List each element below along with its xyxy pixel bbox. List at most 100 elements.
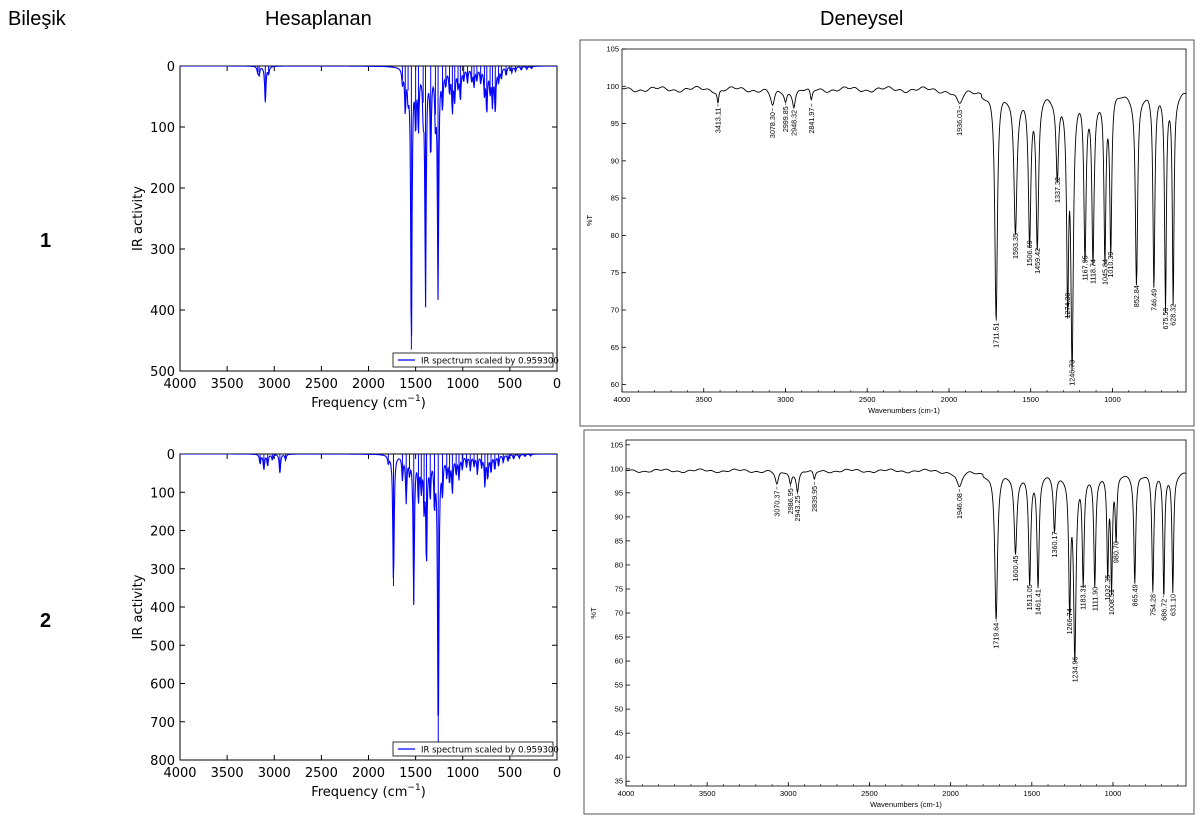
x-tick-label: 3000 [777,395,794,404]
y-tick-label: 100 [150,486,175,501]
y-tick-label: 400 [150,601,175,616]
x-tick-label: 2500 [861,789,878,798]
x-tick-label: 2500 [305,377,338,392]
x-tick-label: 2500 [859,395,876,404]
x-tick-label: 3000 [258,377,291,392]
legend: IR spectrum scaled by 0.959300 [392,352,559,368]
spectrum-line [621,85,1187,371]
legend-label: IR spectrum scaled by 0.959300 [421,357,559,367]
chart-exp1: 4000 3500 3000 2500 2000 1500 1000 60 65 70 75 80 85… [579,39,1195,427]
x-tick-label: 4000 [618,789,635,798]
peak-label: 746.49 [1149,289,1158,311]
peak-label: 2943.25 [793,495,802,521]
peak-label: 3413.11 [713,108,722,133]
peak-label: 631.10 [1168,594,1177,616]
plot-frame [179,65,558,372]
peak-label: 1459.42 [1033,248,1042,274]
peak-label: 1600.45 [1011,556,1020,582]
peak-label: 1360.17 [1050,532,1059,558]
y-tick-label: 40 [615,753,623,762]
peak-label: 980.70 [1112,541,1121,563]
y-tick-label: 105 [606,45,619,54]
peak-label: 1118.74 [1089,259,1098,284]
chart-calc2: 4000 3500 3000 2500 2000 1500 1000 500 0 0 100 200 3… [131,448,561,800]
y-tick-label: 70 [615,609,623,618]
x-tick-label: 2000 [352,766,385,781]
peak-label: 2986.95 [786,488,795,514]
x-tick-label: 500 [497,377,522,392]
header-experimental: Deneysel [820,8,904,30]
y-tick-label: 200 [150,182,175,197]
spectrum-line [180,454,557,716]
y-tick-label: 75 [611,268,619,277]
x-tick-label: 4000 [163,766,196,781]
x-tick-label: 2000 [352,377,385,392]
x-axis-label: Frequency (cm−1) [311,394,426,411]
header-calculated: Hesaplanan [265,8,372,30]
x-tick-label: 2000 [942,789,959,798]
x-tick-label: 0 [553,377,561,392]
y-tick-label: 0 [167,448,175,463]
x-tick-label: 4000 [614,395,631,404]
peak-label: 852.84 [1132,285,1141,307]
peak-label: 1167.95 [1080,255,1089,280]
x-tick-label: 3000 [780,789,797,798]
peak-label: 3078.30 [768,112,777,138]
peak-label: 1936.03 [955,110,964,136]
peak-label: 865.49 [1130,584,1139,606]
peak-label: 675.59 [1161,308,1170,330]
spectrum-line [180,66,557,337]
peak-label: 686.72 [1159,599,1168,621]
y-tick-label: 65 [615,633,623,642]
peak-label: 2999.85 [781,106,790,132]
y-tick-label: 600 [150,678,175,693]
x-tick-label: 3500 [695,395,712,404]
x-tick-label: 1000 [446,377,479,392]
y-tick-label: 80 [611,231,619,240]
peak-label: 754.28 [1148,594,1157,616]
peak-label: 1111.90 [1090,587,1099,611]
peak-label: 1010.39 [1106,252,1115,278]
peak-label: 1719.64 [992,623,1001,649]
y-tick-label: 35 [615,777,623,786]
y-tick-label: 75 [615,584,623,593]
y-tick-label: 500 [150,365,175,380]
x-tick-label: 1000 [1105,789,1122,798]
peak-label: 1032.35 [1103,575,1112,601]
header-compound: Bileşik [8,8,66,30]
x-tick-label: 1500 [399,377,432,392]
peak-label: 1946.08 [955,493,964,519]
y-tick-label: 60 [615,657,623,666]
peak-label: 1234.96 [1070,656,1079,682]
peak-label: 1246.73 [1068,360,1077,386]
legend-box [392,352,554,368]
y-axis-label: IR activity [131,186,146,251]
y-axis-label: %T [589,607,598,619]
x-tick-label: 4000 [163,377,196,392]
peak-label: 3070.37 [772,491,781,517]
y-tick-label: 90 [615,512,623,521]
x-axis-label: Wavenumbers (cm-1) [868,406,940,415]
y-tick-label: 95 [611,119,619,128]
x-tick-label: 3500 [211,377,244,392]
peak-label: 1266.74 [1065,608,1074,634]
legend: IR spectrum scaled by 0.959300 [392,741,559,757]
row-label-2: 2 [40,610,52,632]
peak-label: 1711.51 [992,322,1001,347]
y-tick-label: 200 [150,525,175,540]
peak-label: 2841.97 [807,108,816,134]
x-tick-label: 1500 [1022,395,1039,404]
plot-frame [179,453,558,761]
plot-frame [621,48,1187,393]
x-tick-label: 3500 [699,789,716,798]
peak-label: 1506.69 [1025,240,1034,266]
y-axis-label: %T [585,214,594,226]
legend-label: IR spectrum scaled by 0.959300 [421,746,559,756]
row-label-1: 1 [40,230,52,252]
y-tick-label: 105 [610,440,623,449]
x-tick-label: 2000 [941,395,958,404]
peak-label: 2839.95 [810,486,819,512]
peak-label: 1008.51 [1107,589,1116,615]
x-tick-label: 3000 [258,766,291,781]
